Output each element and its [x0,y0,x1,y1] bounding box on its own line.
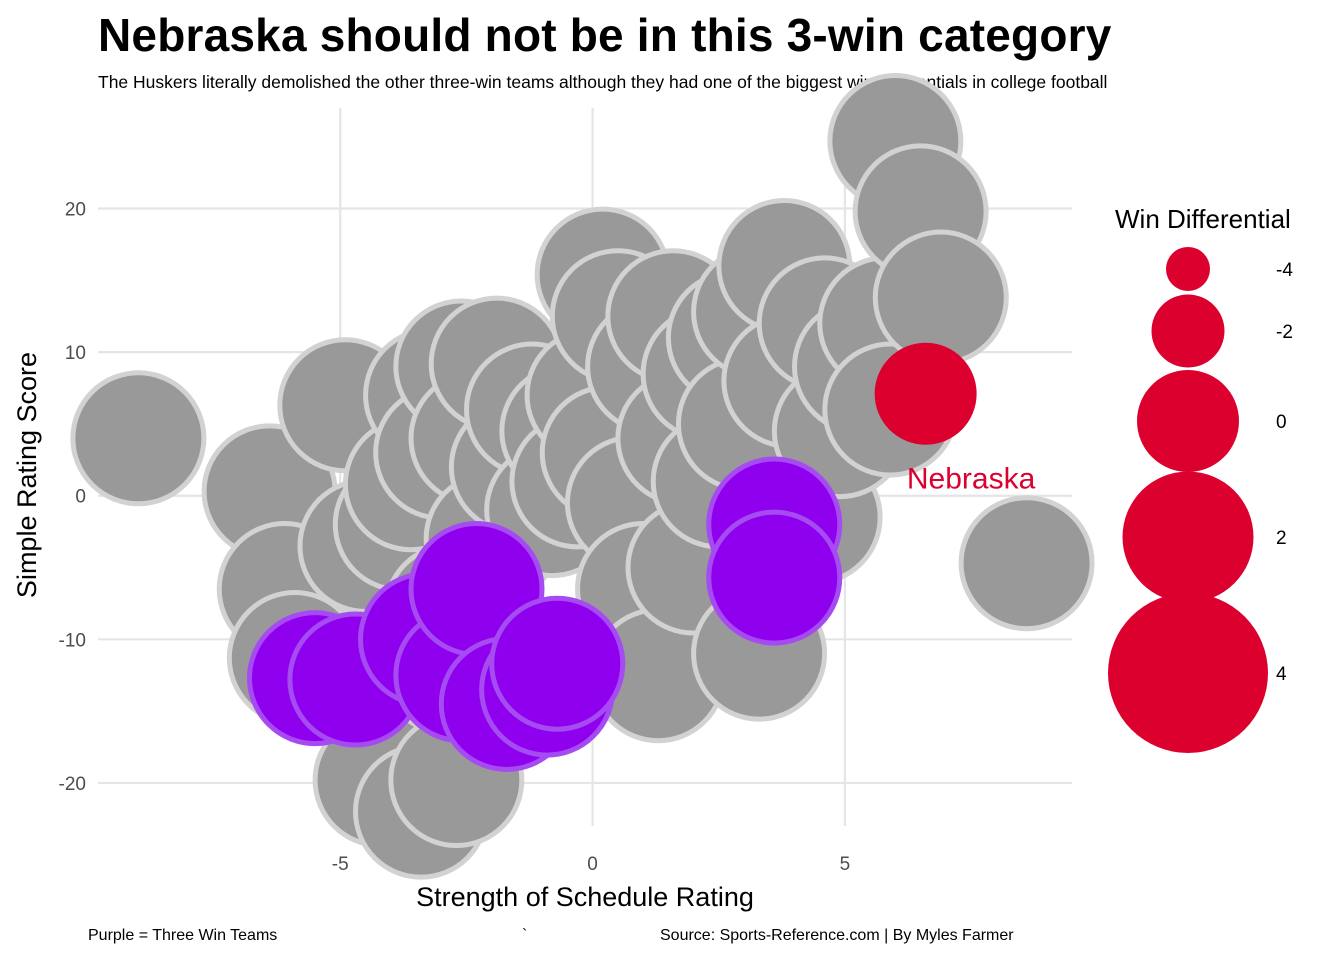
x-axis-title: Strength of Schedule Rating [416,882,754,912]
annotation-layer: Nebraska [907,462,1036,495]
y-tick-label: 10 [65,343,86,364]
points-layer [70,73,1095,880]
caption-mid: ` [522,927,528,944]
caption-left: Purple = Three Win Teams [88,927,278,944]
y-axis-title: Simple Rating Score [12,352,42,598]
legend-key [1166,247,1210,291]
y-tick-label: -20 [59,774,86,795]
y-tick-label: 0 [75,487,86,508]
nebraska-point [874,342,977,445]
legend-label: 0 [1276,412,1287,433]
caption-right: Source: Sports-Reference.com | By Myles … [660,927,1014,944]
legend-key [1137,370,1239,472]
legend-label: -2 [1276,322,1293,343]
y-tick-label: 20 [65,200,86,221]
legend-label: 2 [1276,528,1287,549]
x-tick-label: 0 [587,854,598,875]
x-tick-label: -5 [332,854,349,875]
ticks-layer: -5 0 5 -20 -10 0 10 20 [59,200,851,875]
team-point [958,495,1095,632]
legend-key [1122,471,1254,603]
x-tick-label: 5 [840,854,851,875]
legend-key [1108,593,1268,753]
three-win-team-point [489,595,626,732]
legend: Win Differential -4 -2 0 2 4 [1108,204,1293,753]
y-tick-label: -10 [59,630,86,651]
team-point [70,370,207,507]
nebraska-annotation: Nebraska [907,462,1036,495]
legend-label: 4 [1276,664,1287,685]
legend-title: Win Differential [1115,204,1291,234]
three-win-team-point [706,509,843,646]
team-point [872,229,1009,366]
legend-key [1151,294,1225,368]
legend-label: -4 [1276,260,1293,281]
chart-title: Nebraska should not be in this 3-win cat… [98,9,1112,61]
